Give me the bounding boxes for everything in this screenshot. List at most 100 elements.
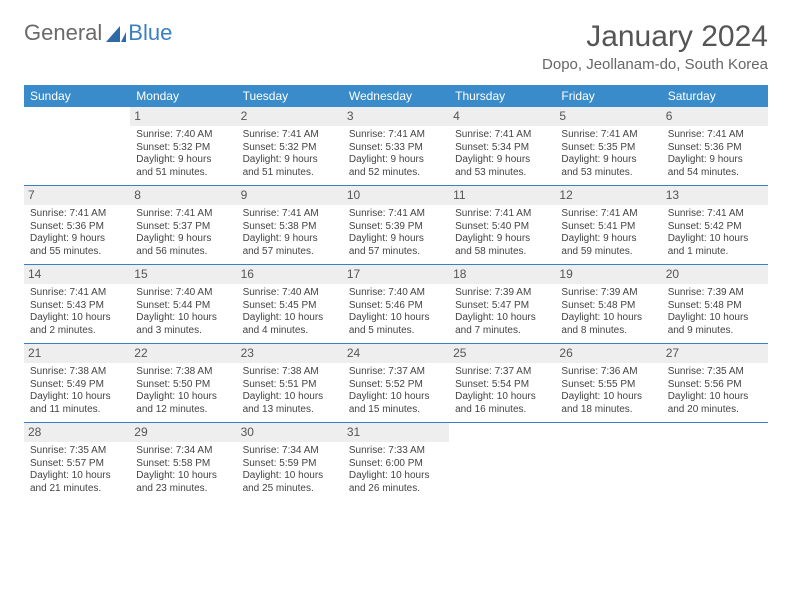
- calendar-cell: 3Sunrise: 7:41 AMSunset: 5:33 PMDaylight…: [343, 107, 449, 186]
- daylight-text: Daylight: 10 hours and 9 minutes.: [668, 312, 762, 337]
- daylight-text: Daylight: 9 hours and 51 minutes.: [136, 154, 230, 179]
- day-detail: Sunrise: 7:41 AMSunset: 5:32 PMDaylight:…: [241, 129, 339, 179]
- calendar-cell: 26Sunrise: 7:36 AMSunset: 5:55 PMDayligh…: [555, 344, 661, 423]
- sunset-text: Sunset: 6:00 PM: [349, 458, 443, 471]
- daylight-text: Daylight: 10 hours and 16 minutes.: [455, 391, 549, 416]
- day-detail: Sunrise: 7:41 AMSunset: 5:41 PMDaylight:…: [559, 208, 657, 258]
- daylight-text: Daylight: 10 hours and 23 minutes.: [136, 470, 230, 495]
- calendar-table: Sunday Monday Tuesday Wednesday Thursday…: [24, 85, 768, 501]
- sunrise-text: Sunrise: 7:40 AM: [243, 287, 337, 300]
- day-detail: Sunrise: 7:41 AMSunset: 5:43 PMDaylight:…: [28, 287, 126, 337]
- brand-logo: General Blue: [24, 20, 172, 46]
- calendar-cell: 22Sunrise: 7:38 AMSunset: 5:50 PMDayligh…: [130, 344, 236, 423]
- calendar-cell: 31Sunrise: 7:33 AMSunset: 6:00 PMDayligh…: [343, 423, 449, 502]
- day-number: 13: [662, 186, 768, 205]
- calendar-row: 1Sunrise: 7:40 AMSunset: 5:32 PMDaylight…: [24, 107, 768, 186]
- sunrise-text: Sunrise: 7:38 AM: [136, 366, 230, 379]
- weekday-header: Sunday: [24, 85, 130, 107]
- daylight-text: Daylight: 10 hours and 5 minutes.: [349, 312, 443, 337]
- day-detail: Sunrise: 7:38 AMSunset: 5:49 PMDaylight:…: [28, 366, 126, 416]
- calendar-cell: 12 Sunrise: 7:41 AMSunset: 5:41 PMDayligh…: [555, 186, 661, 265]
- sunset-text: Sunset: 5:37 PM: [136, 221, 230, 234]
- daylight-text: Daylight: 10 hours and 18 minutes.: [561, 391, 655, 416]
- calendar-cell: 30Sunrise: 7:34 AMSunset: 5:59 PMDayligh…: [237, 423, 343, 502]
- day-number: 30: [237, 423, 343, 442]
- sunrise-text: Sunrise: 7:37 AM: [455, 366, 549, 379]
- sunset-text: Sunset: 5:58 PM: [136, 458, 230, 471]
- sunrise-text: Sunrise: 7:39 AM: [455, 287, 549, 300]
- daylight-text: Daylight: 9 hours and 51 minutes.: [243, 154, 337, 179]
- sunrise-text: Sunrise: 7:41 AM: [349, 129, 443, 142]
- calendar-cell: 18Sunrise: 7:39 AMSunset: 5:47 PMDayligh…: [449, 265, 555, 344]
- sunset-text: Sunset: 5:40 PM: [455, 221, 549, 234]
- sunrise-text: Sunrise: 7:41 AM: [243, 208, 337, 221]
- daylight-text: Daylight: 10 hours and 20 minutes.: [668, 391, 762, 416]
- sunset-text: Sunset: 5:50 PM: [136, 379, 230, 392]
- calendar-cell: 6Sunrise: 7:41 AMSunset: 5:36 PMDaylight…: [662, 107, 768, 186]
- day-number: 24: [343, 344, 449, 363]
- day-number: 18: [449, 265, 555, 284]
- sunrise-text: Sunrise: 7:38 AM: [30, 366, 124, 379]
- calendar-cell: [662, 423, 768, 502]
- sunset-text: Sunset: 5:42 PM: [668, 221, 762, 234]
- sunrise-text: Sunrise: 7:33 AM: [349, 445, 443, 458]
- day-number: 10: [343, 186, 449, 205]
- daylight-text: Daylight: 9 hours and 58 minutes.: [455, 233, 549, 258]
- weekday-header: Saturday: [662, 85, 768, 107]
- sunrise-text: Sunrise: 7:41 AM: [243, 129, 337, 142]
- day-number: 15: [130, 265, 236, 284]
- sunset-text: Sunset: 5:47 PM: [455, 300, 549, 313]
- daylight-text: Daylight: 10 hours and 12 minutes.: [136, 391, 230, 416]
- calendar-cell: 25Sunrise: 7:37 AMSunset: 5:54 PMDayligh…: [449, 344, 555, 423]
- calendar-cell: 5Sunrise: 7:41 AMSunset: 5:35 PMDaylight…: [555, 107, 661, 186]
- day-number: 16: [237, 265, 343, 284]
- daylight-text: Daylight: 10 hours and 13 minutes.: [243, 391, 337, 416]
- sunset-text: Sunset: 5:34 PM: [455, 142, 549, 155]
- sunset-text: Sunset: 5:33 PM: [349, 142, 443, 155]
- title-block: January 2024 Dopo, Jeollanam-do, South K…: [542, 20, 768, 73]
- calendar-cell: 10Sunrise: 7:41 AMSunset: 5:39 PMDayligh…: [343, 186, 449, 265]
- sunset-text: Sunset: 5:32 PM: [136, 142, 230, 155]
- day-number: 12: [555, 186, 661, 205]
- brand-sail-icon: [106, 24, 126, 42]
- calendar-cell: 24Sunrise: 7:37 AMSunset: 5:52 PMDayligh…: [343, 344, 449, 423]
- sunset-text: Sunset: 5:52 PM: [349, 379, 443, 392]
- day-number: 29: [130, 423, 236, 442]
- calendar-cell: 16Sunrise: 7:40 AMSunset: 5:45 PMDayligh…: [237, 265, 343, 344]
- calendar-cell: 15Sunrise: 7:40 AMSunset: 5:44 PMDayligh…: [130, 265, 236, 344]
- daylight-text: Daylight: 10 hours and 25 minutes.: [243, 470, 337, 495]
- day-number: 6: [662, 107, 768, 126]
- sunset-text: Sunset: 5:54 PM: [455, 379, 549, 392]
- day-detail: Sunrise: 7:39 AMSunset: 5:48 PMDaylight:…: [666, 287, 764, 337]
- daylight-text: Daylight: 9 hours and 57 minutes.: [349, 233, 443, 258]
- sunset-text: Sunset: 5:36 PM: [30, 221, 124, 234]
- sunset-text: Sunset: 5:44 PM: [136, 300, 230, 313]
- day-detail: Sunrise: 7:41 AMSunset: 5:42 PMDaylight:…: [666, 208, 764, 258]
- daylight-text: Daylight: 10 hours and 21 minutes.: [30, 470, 124, 495]
- calendar-cell: 14Sunrise: 7:41 AMSunset: 5:43 PMDayligh…: [24, 265, 130, 344]
- sunset-text: Sunset: 5:55 PM: [561, 379, 655, 392]
- sunrise-text: Sunrise: 7:41 AM: [455, 129, 549, 142]
- sunset-text: Sunset: 5:56 PM: [668, 379, 762, 392]
- calendar-cell: 28Sunrise: 7:35 AMSunset: 5:57 PMDayligh…: [24, 423, 130, 502]
- sunset-text: Sunset: 5:43 PM: [30, 300, 124, 313]
- day-number: 17: [343, 265, 449, 284]
- sunrise-text: Sunrise: 7:41 AM: [30, 287, 124, 300]
- sunrise-text: Sunrise: 7:34 AM: [136, 445, 230, 458]
- sunrise-text: Sunrise: 7:40 AM: [136, 129, 230, 142]
- calendar-cell: 29 Sunrise: 7:34 AMSunset: 5:58 PMDayligh…: [130, 423, 236, 502]
- day-detail: Sunrise: 7:40 AMSunset: 5:46 PMDaylight:…: [347, 287, 445, 337]
- sunset-text: Sunset: 5:59 PM: [243, 458, 337, 471]
- day-number: 31: [343, 423, 449, 442]
- sunrise-text: Sunrise: 7:41 AM: [136, 208, 230, 221]
- daylight-text: Daylight: 9 hours and 57 minutes.: [243, 233, 337, 258]
- calendar-cell: 1Sunrise: 7:40 AMSunset: 5:32 PMDaylight…: [130, 107, 236, 186]
- day-number: 3: [343, 107, 449, 126]
- sunset-text: Sunset: 5:36 PM: [668, 142, 762, 155]
- daylight-text: Daylight: 9 hours and 53 minutes.: [455, 154, 549, 179]
- day-number: 9: [237, 186, 343, 205]
- sunrise-text: Sunrise: 7:41 AM: [455, 208, 549, 221]
- calendar-cell: 17 Sunrise: 7:40 AMSunset: 5:46 PMDayligh…: [343, 265, 449, 344]
- day-number: 23: [237, 344, 343, 363]
- day-detail: Sunrise: 7:41 AMSunset: 5:37 PMDaylight:…: [134, 208, 232, 258]
